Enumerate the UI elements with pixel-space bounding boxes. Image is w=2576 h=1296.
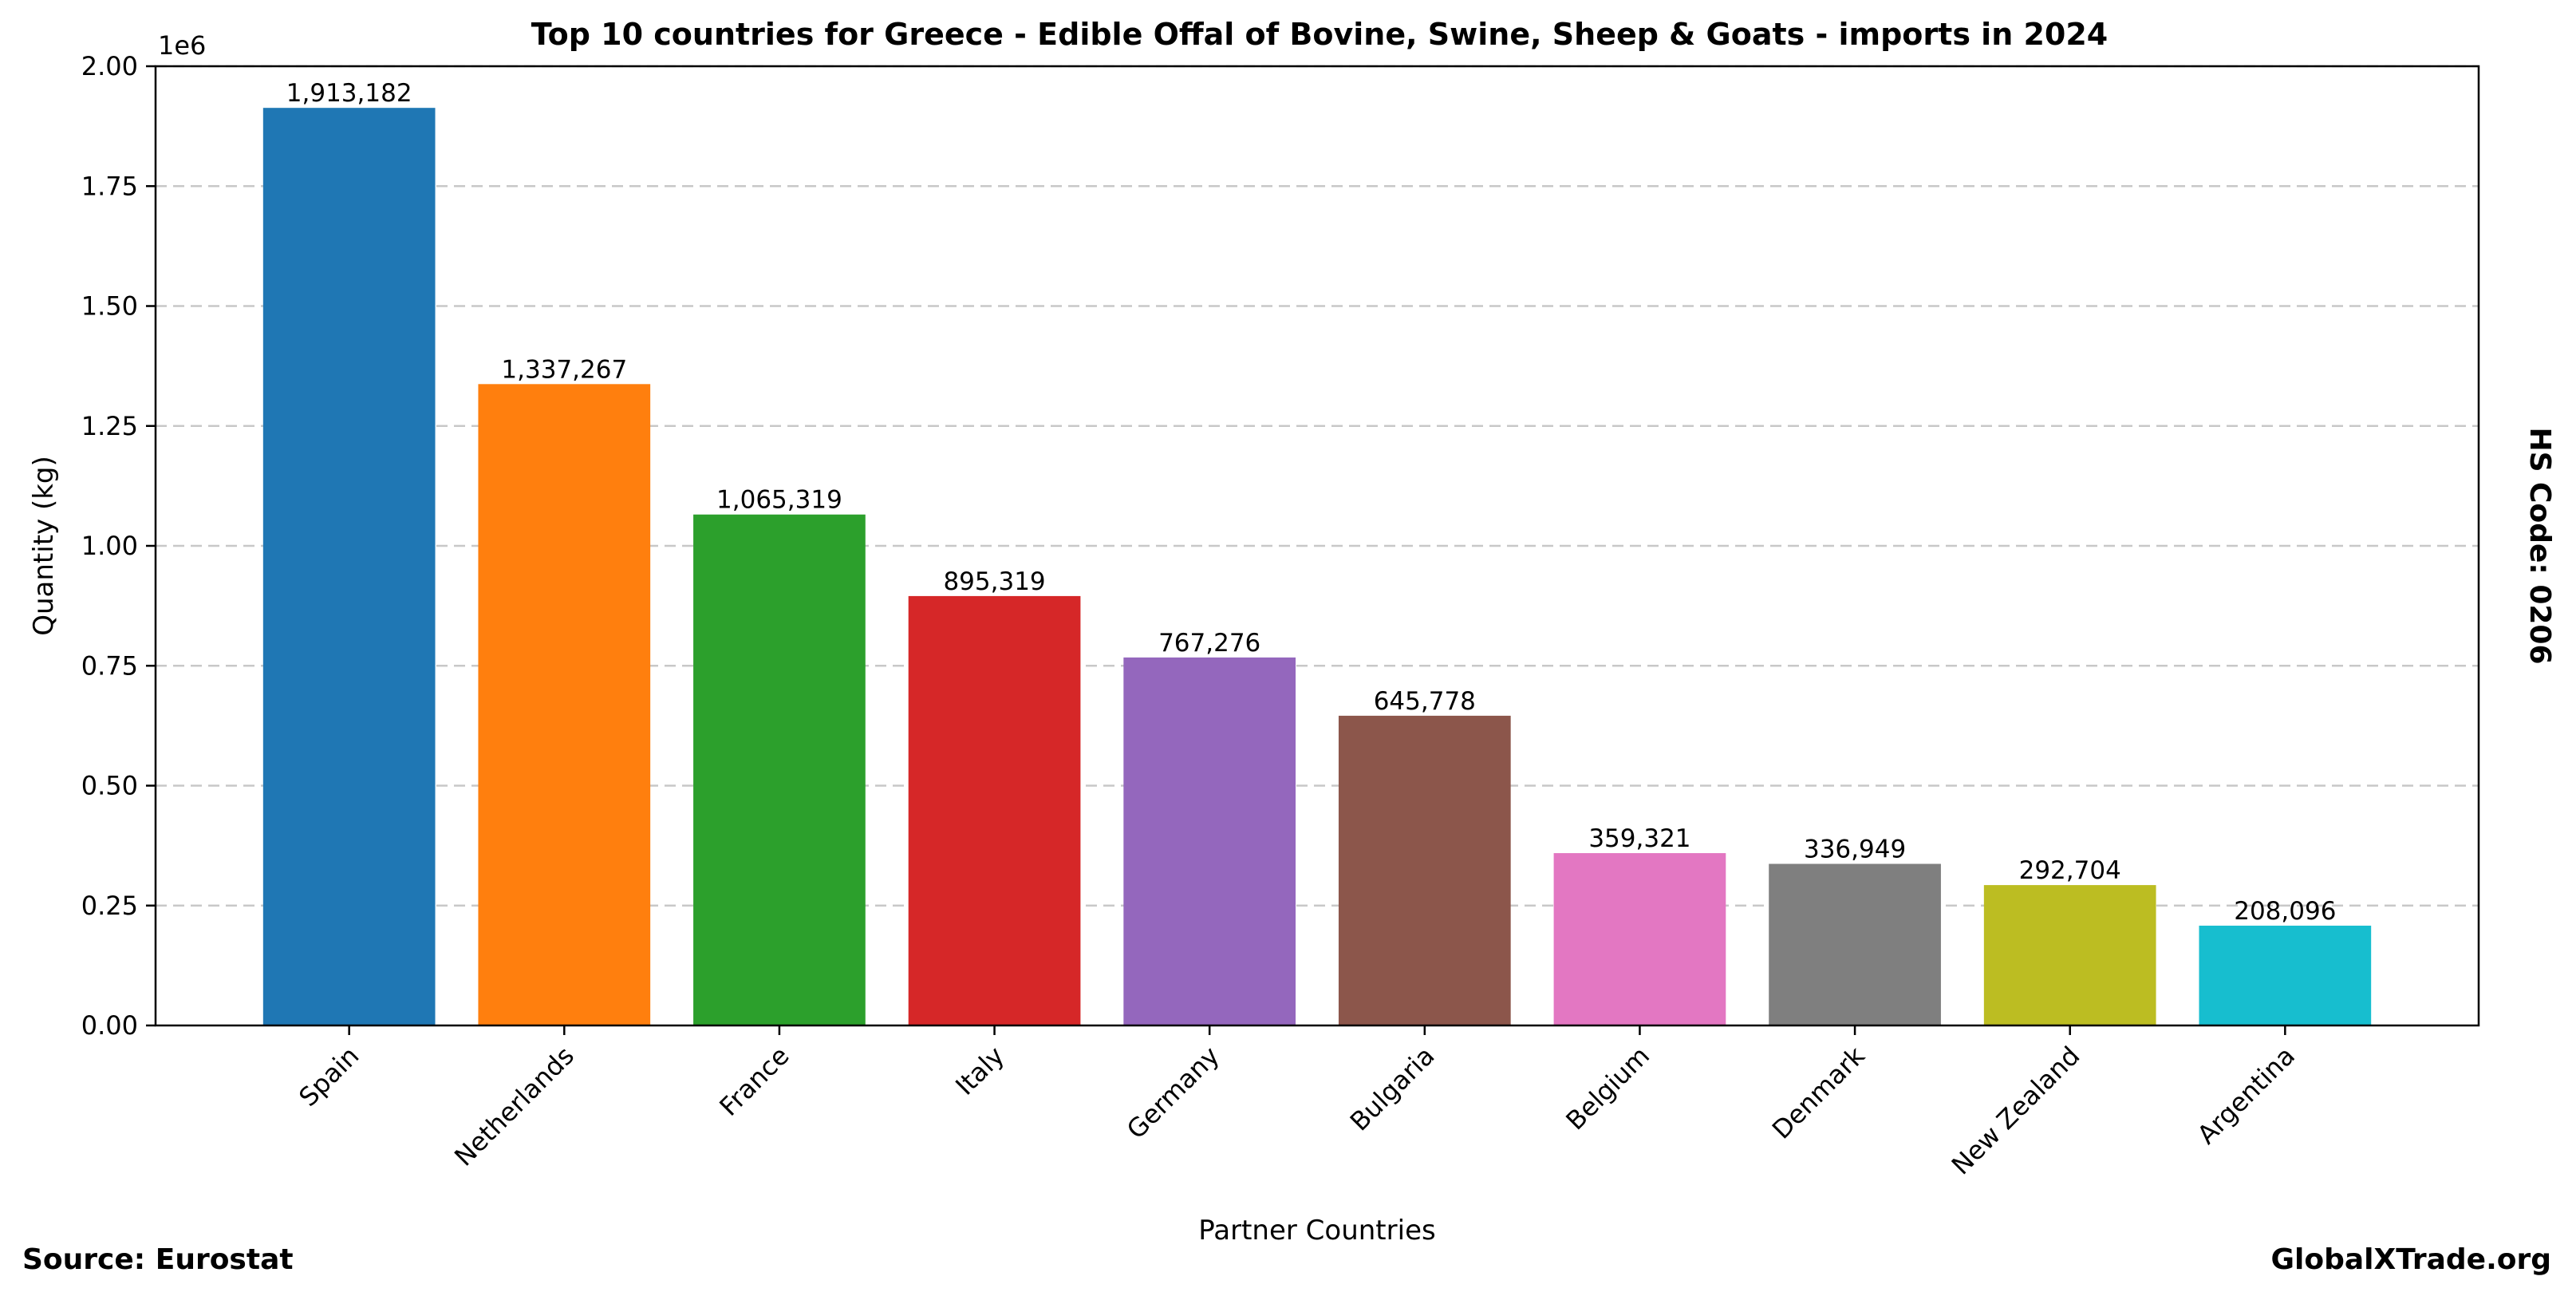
source-label: Source: Eurostat (22, 1243, 294, 1276)
bars (262, 108, 2372, 1026)
x-tick-label: Argentina (2191, 1041, 2301, 1150)
x-tick-label: France (713, 1041, 795, 1122)
y-tick-label: 1.00 (81, 531, 138, 561)
bar-bulgaria (1338, 715, 1511, 1025)
y-tick-label: 0.75 (81, 650, 138, 681)
bar-value-label: 292,704 (2019, 856, 2121, 885)
bar-belgium (1553, 853, 1726, 1025)
bar-value-label: 208,096 (2234, 897, 2336, 926)
bar-value-label: 895,319 (943, 567, 1045, 596)
y-tick-label: 2.00 (81, 51, 138, 81)
x-tick-label: Netherlands (448, 1041, 580, 1172)
x-tick-label: Spain (293, 1041, 365, 1112)
x-tick-label: Italy (949, 1041, 1010, 1101)
x-tick-label: Belgium (1560, 1041, 1655, 1136)
y-tick-label: 1.25 (81, 411, 138, 441)
bar-value-label: 1,913,182 (286, 79, 412, 108)
bar-argentina (2199, 925, 2372, 1025)
y-tick-label: 0.25 (81, 891, 138, 921)
y-scale-label: 1e6 (158, 30, 206, 61)
bar-value-label: 645,778 (1374, 687, 1476, 716)
x-axis-label: Partner Countries (1198, 1215, 1435, 1247)
x-tick-label: Denmark (1766, 1040, 1871, 1144)
bar-value-label: 767,276 (1158, 629, 1260, 658)
y-axis-ticks: 0.00 0.25 0.50 0.75 1.00 1.25 1.50 1.75 2.00 (81, 51, 156, 1041)
chart-title: Top 10 countries for Greece - Edible Off… (531, 17, 2109, 52)
bar-spain (262, 108, 436, 1025)
brand-label: GlobalXTrade.org (2270, 1243, 2551, 1276)
x-axis-ticks: Spain Netherlands France Italy Germany Bulgar… (293, 1025, 2301, 1180)
y-tick-label: 1.75 (81, 171, 138, 201)
bar-value-labels: 1,913,182 1,337,267 1,065,319 895,319 767,27… (286, 79, 2337, 926)
bar-germany (1123, 657, 1296, 1025)
y-tick-label: 0.00 (81, 1010, 138, 1041)
x-tick-label: Germany (1121, 1041, 1225, 1145)
bar-italy (908, 595, 1081, 1025)
hs-code-label: HS Code: 0206 (2523, 427, 2556, 664)
y-tick-label: 1.50 (81, 291, 138, 322)
bar-new-zealand (1983, 885, 2156, 1025)
bar-denmark (1769, 863, 1941, 1025)
bar-value-label: 336,949 (1804, 835, 1906, 863)
bar-netherlands (478, 384, 651, 1026)
x-tick-label: New Zealand (1946, 1041, 2086, 1181)
y-tick-label: 0.50 (81, 771, 138, 801)
x-tick-label: Bulgaria (1344, 1041, 1441, 1137)
bar-value-label: 359,321 (1588, 824, 1690, 853)
bar-value-label: 1,065,319 (716, 486, 842, 515)
bar-france (693, 514, 866, 1025)
bar-value-label: 1,337,267 (501, 355, 627, 384)
y-axis-label: Quantity (kg) (28, 456, 60, 636)
